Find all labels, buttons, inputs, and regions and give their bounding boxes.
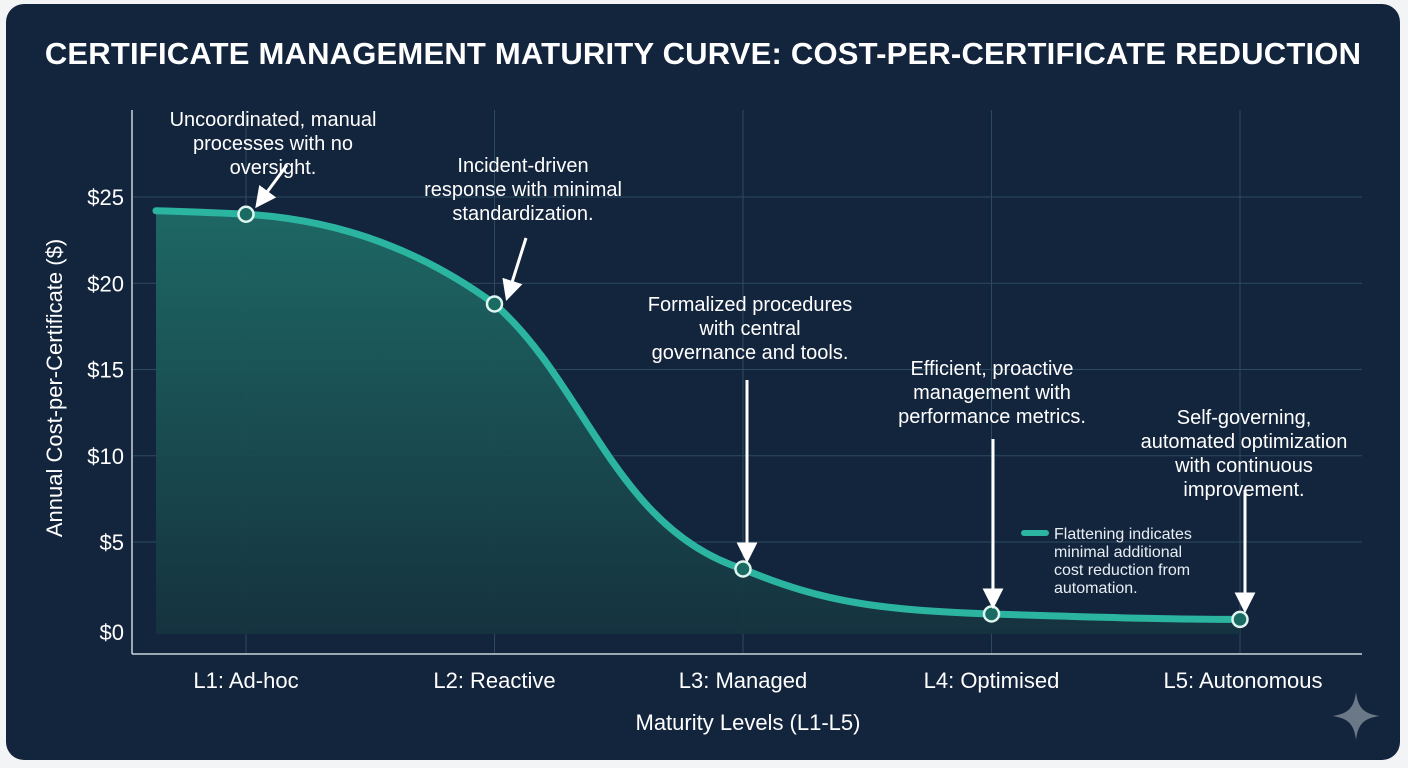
x-tick-label: L1: Ad-hoc <box>193 668 298 693</box>
chart-card: CERTIFICATE MANAGEMENT MATURITY CURVE: C… <box>6 4 1400 760</box>
annotation-text: performance metrics. <box>898 406 1086 428</box>
y-tick-label: $10 <box>87 444 124 469</box>
legend-text: Flattening indicates <box>1054 526 1192 543</box>
legend-text: automation. <box>1054 580 1138 597</box>
x-axis-label: Maturity Levels (L1-L5) <box>636 710 861 735</box>
data-point-2 <box>485 295 504 313</box>
legend-text: cost reduction from <box>1054 562 1190 579</box>
series-line <box>152 207 1244 623</box>
annotation-text: Self-governing, <box>1177 407 1312 429</box>
data-point-4 <box>982 605 1001 623</box>
y-tick-label: $5 <box>100 530 124 555</box>
y-tick-label: $0 <box>100 620 124 645</box>
x-tick-label: L5: Autonomous <box>1163 668 1322 693</box>
curve-line <box>152 207 1244 623</box>
x-tick-label: L3: Managed <box>679 668 807 693</box>
curve-area-fill <box>156 210 1240 635</box>
x-tick-label: L2: Reactive <box>433 668 555 693</box>
data-point-3 <box>734 560 752 578</box>
x-tick-label: L4: Optimised <box>924 668 1060 693</box>
data-point-5 <box>1231 610 1249 629</box>
axes <box>131 110 1362 655</box>
annotation-text: standardization. <box>452 203 593 225</box>
y-tick-label: $25 <box>87 185 124 210</box>
y-axis-label: Annual Cost-per-Certificate ($) <box>42 239 67 537</box>
annotation-text: oversight. <box>230 157 317 179</box>
legend-text: minimal additional <box>1054 544 1182 561</box>
chart-title: CERTIFICATE MANAGEMENT MATURITY CURVE: C… <box>44 36 1362 71</box>
y-tick-label: $15 <box>87 358 124 383</box>
annotation-text: Efficient, proactive <box>910 358 1073 380</box>
annotation-arrow <box>255 164 289 209</box>
annotation-text: with central <box>698 318 800 340</box>
data-point-1 <box>237 205 255 223</box>
annotation-text: with continuous <box>1174 455 1313 477</box>
annotation-5: Self-governing,automated optimizationwit… <box>1141 407 1348 614</box>
data-points <box>237 205 1249 629</box>
sparkle-icon <box>1332 692 1380 740</box>
annotation-text: processes with no <box>193 133 353 155</box>
annotation-arrow <box>502 237 528 302</box>
annotation-text: Incident-driven <box>457 155 588 177</box>
annotation-text: governance and tools. <box>652 342 849 364</box>
annotation-text: Uncoordinated, manual <box>170 109 377 131</box>
annotation-text: automated optimization <box>1141 431 1348 453</box>
y-tick-label: $20 <box>87 271 124 296</box>
annotation-text: response with minimal <box>424 179 622 201</box>
annotation-text: management with <box>913 382 1071 404</box>
annotation-text: Formalized procedures <box>648 294 853 316</box>
tick-labels: L1: Ad-hoc L2: Reactive L3: Managed L4: Opt… <box>87 185 1322 693</box>
curve-area <box>156 210 1240 635</box>
